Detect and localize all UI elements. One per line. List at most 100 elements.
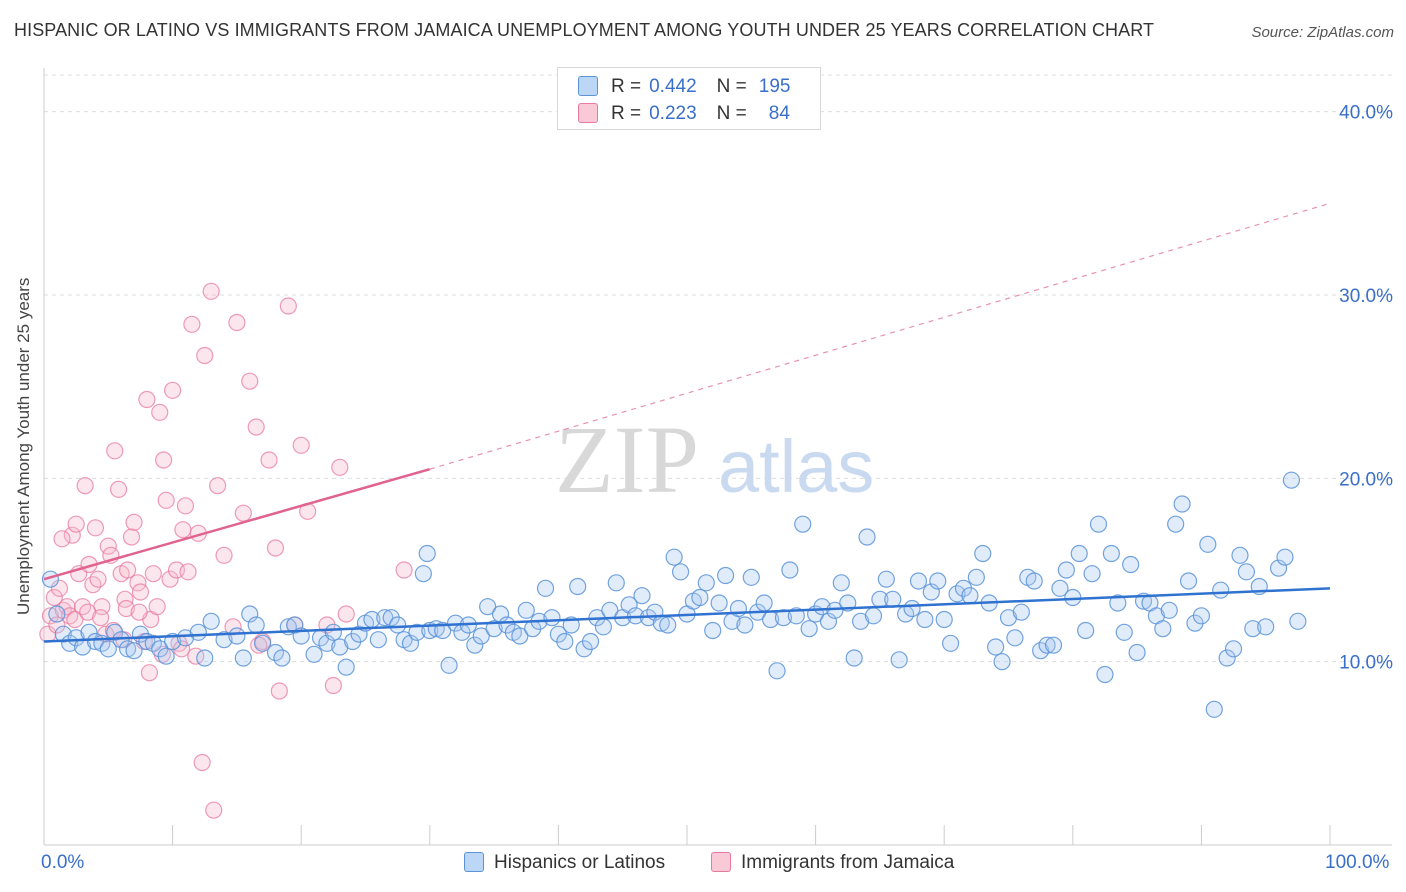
hispanic-point: [916, 610, 934, 629]
hispanic-point: [479, 598, 497, 616]
hispanic-point: [54, 625, 72, 643]
hispanic-point: [350, 625, 368, 643]
bottom-legend-label: Hispanics or Latinos: [494, 852, 666, 873]
hispanic-point: [1199, 535, 1217, 553]
hispanic-point: [607, 574, 625, 592]
hispanic-point: [324, 623, 342, 641]
jamaica-point: [91, 609, 110, 627]
hispanic-point: [286, 616, 304, 634]
hispanic-point: [852, 612, 870, 630]
legend-r-label: R =: [611, 76, 642, 97]
source-label: Source: ZipAtlas.com: [1251, 24, 1394, 41]
jamaica-point: [140, 664, 159, 682]
jamaica-point: [106, 442, 124, 460]
hispanic-point: [517, 601, 535, 619]
hispanic-point: [401, 634, 420, 652]
jamaica-point: [63, 526, 81, 544]
hispanic-point: [929, 572, 947, 590]
hispanic-point: [118, 640, 137, 658]
hispanic-point: [890, 651, 908, 669]
legend-swatch-pink: [578, 103, 598, 123]
hispanic-point: [1051, 579, 1069, 597]
hispanic-point: [987, 638, 1005, 656]
legend-row-hispanic: R = 0.442 N = 195: [578, 76, 790, 100]
hispanic-point: [671, 563, 690, 581]
jamaica-trend-line: [43, 467, 431, 581]
jamaica-point: [395, 561, 413, 579]
hispanic-point: [1109, 594, 1127, 612]
jamaica-point: [193, 753, 211, 772]
hispanic-point: [697, 574, 715, 592]
jamaica-point: [122, 528, 141, 546]
jamaica-point: [228, 313, 246, 332]
hispanic-point: [1289, 612, 1307, 630]
hispanic-point: [1115, 623, 1133, 641]
hispanic-point: [67, 629, 85, 647]
hispanic-point: [781, 561, 799, 579]
jamaica-point: [215, 546, 233, 564]
hispanic-point: [1044, 636, 1063, 654]
hispanic-point: [125, 642, 143, 660]
hispanic-point: [440, 656, 458, 674]
hispanic-point: [1128, 643, 1146, 662]
hispanic-point: [716, 566, 735, 585]
hispanic-point: [736, 616, 754, 634]
bottom-legend-hispanic: Hispanics or Latinos: [464, 852, 665, 874]
jamaica-point: [179, 563, 197, 581]
jamaica-point: [154, 451, 173, 469]
hispanic-point: [1276, 548, 1294, 566]
hispanic-point: [1122, 555, 1140, 574]
jamaica-point: [151, 403, 169, 421]
hispanic-point: [691, 588, 709, 607]
hispanic-point: [569, 577, 587, 596]
jamaica-point: [53, 530, 71, 548]
hispanic-point: [543, 609, 561, 627]
hispanic-point: [1167, 515, 1185, 533]
hispanic-point: [1192, 607, 1211, 625]
hispanic-point: [1083, 565, 1101, 583]
hispanic-point: [254, 634, 272, 652]
jamaica-point: [125, 513, 143, 531]
hispanic-point: [1038, 636, 1056, 654]
hispanic-point: [389, 616, 407, 634]
hispanic-point: [967, 568, 985, 586]
hispanic-point: [48, 605, 66, 623]
hispanic-point: [511, 627, 529, 645]
hispanic-point: [787, 607, 805, 625]
hispanic-point: [1154, 620, 1172, 638]
hispanic-point: [1012, 603, 1030, 621]
jamaica-point: [234, 504, 252, 522]
jamaica-point: [337, 605, 355, 623]
hispanic-point: [369, 631, 387, 649]
hispanic-point: [942, 634, 960, 652]
hispanic-point: [819, 612, 838, 630]
jamaica-point: [50, 579, 69, 597]
hispanic-point: [1096, 665, 1114, 684]
hispanic-point: [961, 587, 979, 605]
hispanic-point: [305, 645, 323, 663]
hispanic-point: [832, 574, 850, 592]
hispanic-point: [581, 632, 600, 651]
chart-title: HISPANIC OR LATINO VS IMMIGRANTS FROM JA…: [14, 20, 1155, 40]
hispanic-point: [1102, 544, 1120, 563]
jamaica-point: [66, 610, 84, 629]
jamaica-point: [76, 477, 94, 495]
hispanic-point: [659, 616, 677, 634]
jamaica-point: [176, 497, 195, 515]
hispanic-point: [434, 621, 452, 640]
y-tick-label: 10.0%: [1339, 653, 1393, 674]
legend-n-value: 84: [768, 103, 790, 124]
hispanic-point: [414, 565, 432, 583]
trend-lines: [43, 202, 1331, 643]
hispanic-point: [472, 627, 490, 645]
jamaica-point: [130, 603, 148, 621]
x-tick-max: 100.0%: [1325, 852, 1390, 873]
hispanic-point: [99, 640, 117, 658]
legend-n-label: N =: [716, 103, 747, 124]
y-tick-labels: 10.0% 20.0% 30.0% 40.0%: [1339, 103, 1393, 674]
hispanic-point: [922, 583, 940, 601]
jamaica-trend-extension: [429, 202, 1331, 470]
hispanic-point: [993, 653, 1011, 671]
legend-r-label: R =: [611, 103, 642, 124]
y-tick-label: 30.0%: [1339, 286, 1393, 307]
